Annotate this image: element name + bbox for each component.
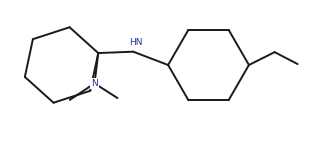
Text: N: N bbox=[91, 79, 98, 88]
Text: HN: HN bbox=[129, 38, 143, 47]
